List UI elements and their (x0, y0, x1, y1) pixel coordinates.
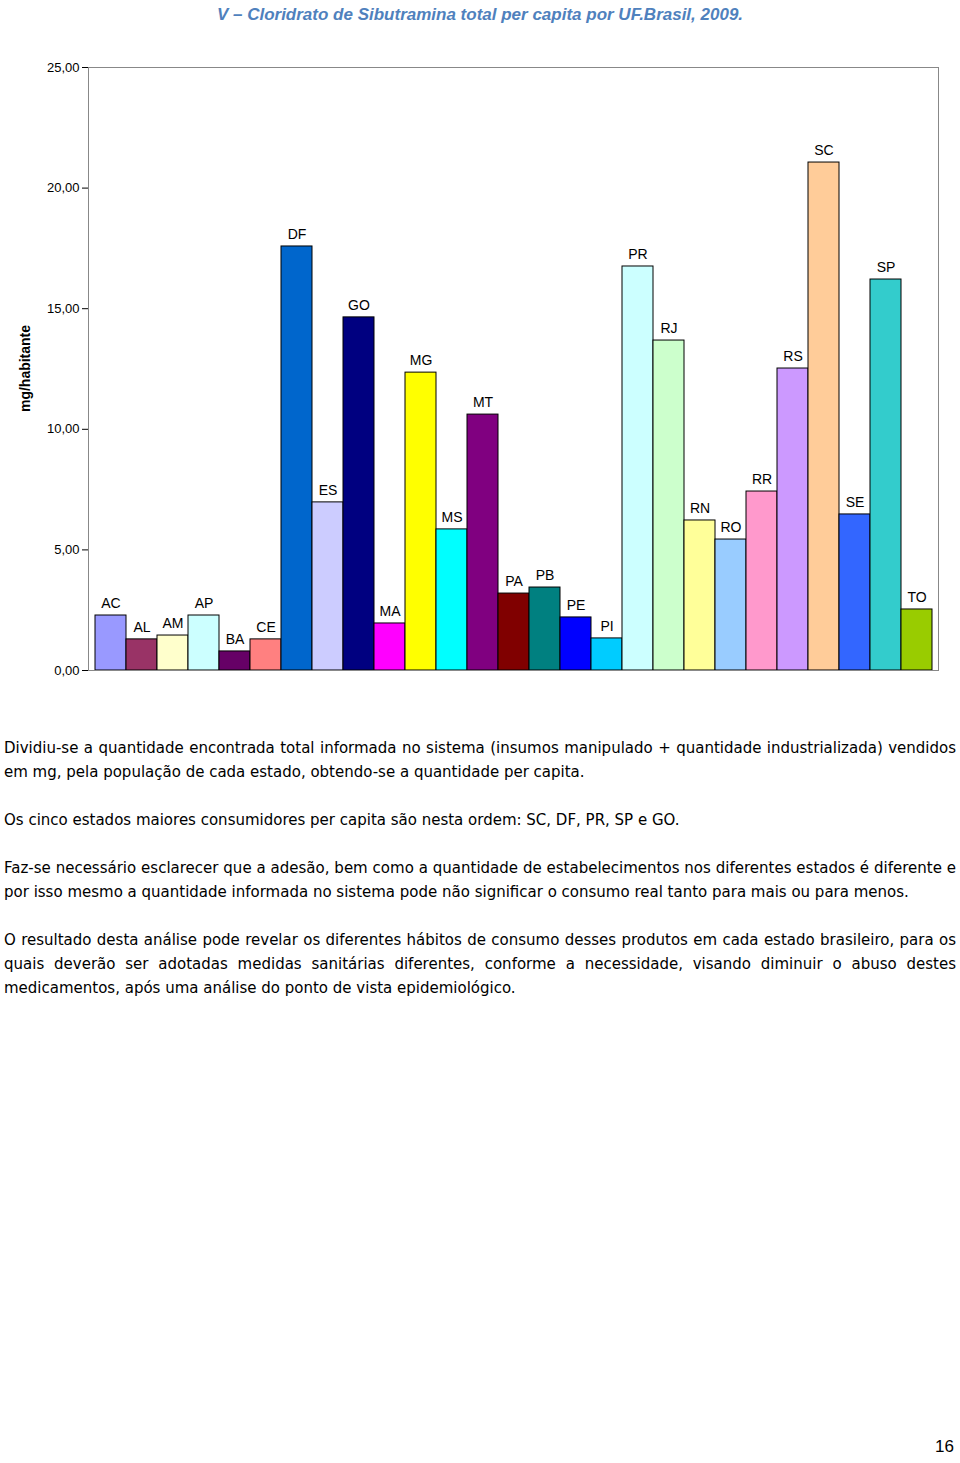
svg-text:AC: AC (101, 595, 120, 611)
svg-text:5,00: 5,00 (54, 542, 79, 557)
html-text:Faz-se necessário esclarecer q: Faz-se necessário esclarecer que a adesã… (4, 859, 956, 901)
svg-text:AM: AM (163, 615, 184, 631)
svg-text:SC: SC (814, 142, 833, 158)
svg-text:PI: PI (600, 618, 613, 634)
svg-text:0,00: 0,00 (54, 663, 79, 678)
svg-text:BA: BA (226, 631, 245, 647)
svg-text:PB: PB (536, 567, 555, 583)
html-text:V – Cloridrato de Sibutramina: V – Cloridrato de Sibutramina total per … (216, 5, 744, 24)
svg-text:DF: DF (288, 226, 307, 242)
svg-text:RN: RN (690, 500, 710, 516)
svg-text:AP: AP (195, 595, 214, 611)
svg-text:CE: CE (256, 619, 275, 635)
html-text:16: 16 (935, 1437, 954, 1456)
svg-text:RR: RR (752, 471, 772, 487)
svg-text:AL: AL (133, 619, 150, 635)
html-text:O resultado desta análise pode: O resultado desta análise pode revelar o… (4, 931, 956, 997)
svg-text:SP: SP (877, 259, 896, 275)
svg-text:TO: TO (907, 589, 926, 605)
svg-text:MT: MT (473, 394, 494, 410)
svg-text:PR: PR (628, 246, 647, 262)
svg-text:20,00: 20,00 (47, 180, 80, 195)
svg-text:RO: RO (721, 519, 742, 535)
svg-text:10,00: 10,00 (47, 421, 80, 436)
svg-text:MG: MG (410, 352, 433, 368)
svg-text:SE: SE (846, 494, 865, 510)
svg-text:MA: MA (380, 603, 402, 619)
svg-text:RJ: RJ (660, 320, 677, 336)
svg-text:GO: GO (348, 297, 370, 313)
svg-text:15,00: 15,00 (47, 301, 80, 316)
svg-text:RS: RS (783, 348, 802, 364)
svg-text:mg/habitante: mg/habitante (17, 325, 33, 412)
svg-text:MS: MS (442, 509, 463, 525)
svg-text:PA: PA (505, 573, 523, 589)
svg-text:ES: ES (319, 482, 338, 498)
svg-text:PE: PE (567, 597, 586, 613)
html-text:Os cinco estados maiores consu: Os cinco estados maiores consumidores pe… (4, 811, 680, 829)
html-text:Dividiu-se a quantidade encont: Dividiu-se a quantidade encontrada total… (4, 739, 956, 781)
svg-text:25,00: 25,00 (47, 60, 80, 75)
